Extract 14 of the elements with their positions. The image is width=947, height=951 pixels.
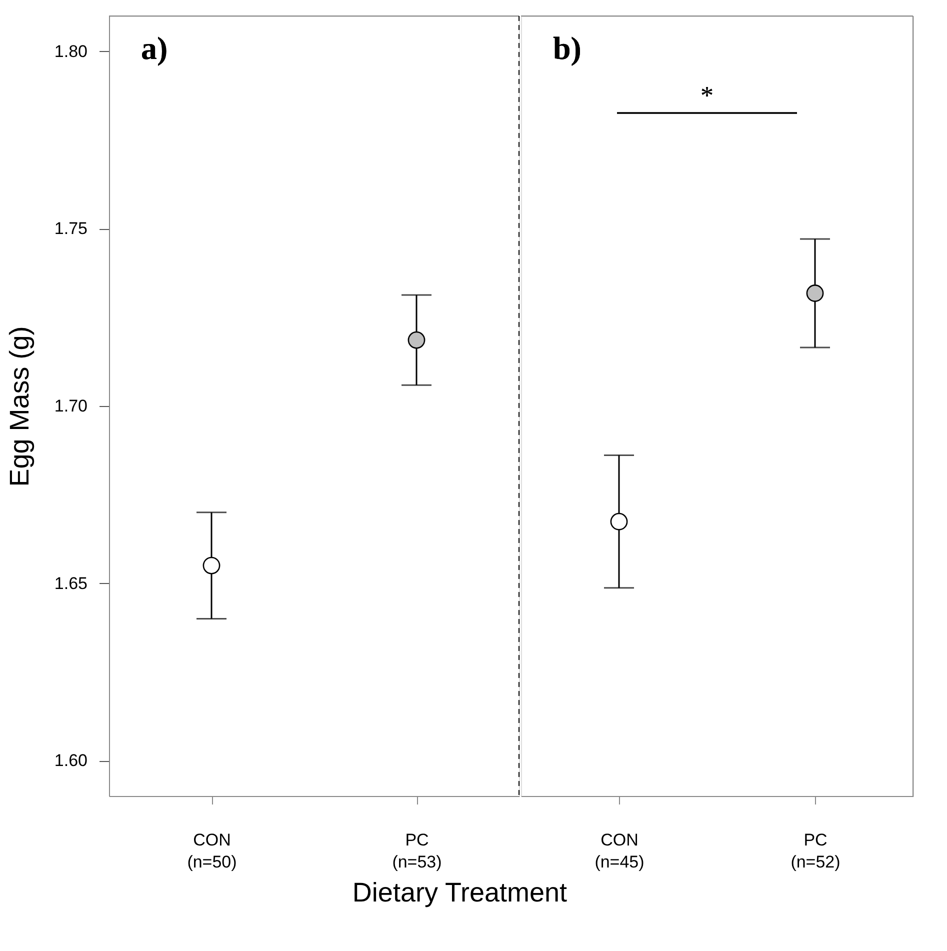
y-tick-label: 1.65 (54, 574, 88, 593)
x-tick-label: PC (n=53) (392, 830, 442, 872)
x-tick-label: CON (n=50) (187, 830, 237, 872)
y-tick-label: 1.70 (54, 396, 88, 416)
x-tick-label: PC (n=52) (790, 830, 840, 872)
y-tick-label: 1.80 (54, 42, 88, 61)
y-axis-title: Egg Mass (g) (4, 326, 34, 487)
y-tick-label: 1.60 (54, 751, 88, 770)
x-axis-title: Dietary Treatment (352, 878, 568, 908)
x-tick-label: CON (n=45) (594, 830, 644, 872)
annotation: * (700, 81, 714, 110)
chart-title: b) (553, 30, 582, 66)
y-tick-label: 1.75 (54, 219, 88, 238)
chart-title: a) (141, 30, 168, 66)
